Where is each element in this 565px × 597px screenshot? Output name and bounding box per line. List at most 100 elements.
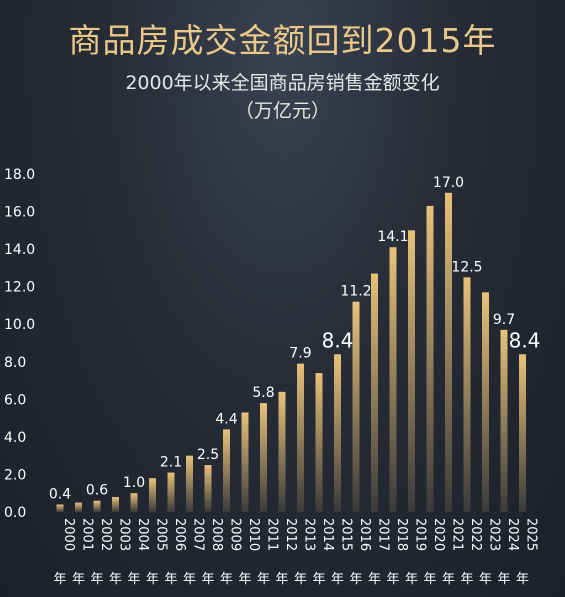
bar-2013	[297, 363, 304, 512]
x-tick-suffix: 年	[386, 572, 399, 587]
y-tick-label: 8.0	[4, 355, 26, 371]
bar-2019	[408, 230, 415, 513]
x-tick-label-2011: 2011	[265, 518, 280, 551]
x-tick-label-2001: 2001	[80, 518, 95, 551]
bar-2022	[463, 277, 471, 512]
data-label-2008: 2.5	[197, 447, 219, 463]
bar-2014	[315, 373, 323, 512]
x-tick-suffix: 年	[201, 572, 214, 587]
data-label-2025: 8.4	[509, 328, 541, 352]
data-label-2015: 8.4	[322, 328, 354, 352]
data-label-2009: 4.4	[215, 411, 237, 427]
x-tick-label-2024: 2024	[505, 518, 520, 551]
bar-2024	[500, 329, 508, 512]
data-label-2021: 17.0	[433, 175, 464, 191]
x-tick-label-2004: 2004	[135, 518, 150, 551]
x-tick-suffix: 年	[275, 572, 288, 587]
bar-2001	[75, 502, 82, 512]
x-tick-suffix: 年	[183, 572, 196, 587]
data-labels: 0.4 0.6 1.0 2.1 2.5 4.4 5.8 7.9 8.4 11.2 14.1 17.0 1…	[49, 175, 541, 503]
x-tick-suffix: 年	[220, 572, 233, 587]
bar-2011	[260, 403, 267, 512]
x-tick-label-2014: 2014	[320, 518, 335, 551]
x-tick-suffix: 年	[72, 572, 85, 587]
x-tick-label-2025: 2025	[524, 518, 539, 551]
bar-2021	[445, 192, 452, 512]
x-tick-suffix: 年	[294, 572, 307, 587]
x-tick-label-2003: 2003	[117, 518, 132, 551]
x-tick-suffix: 年	[442, 572, 455, 587]
y-tick-label: 4.0	[4, 430, 26, 446]
bar-2020	[426, 205, 434, 512]
x-tick-suffix: 年	[368, 572, 381, 587]
x-tick-suffix: 年	[164, 572, 177, 587]
bar-2007	[186, 455, 193, 512]
chart-title: 商品房成交金额回到2015年	[68, 21, 497, 60]
x-tick-suffix: 年	[257, 572, 270, 587]
bar-2016	[352, 301, 360, 512]
data-label-2000: 0.4	[49, 486, 71, 502]
y-tick-label: 6.0	[4, 392, 26, 408]
data-label-2011: 5.8	[252, 385, 274, 401]
bar-2023	[482, 292, 489, 512]
x-tick-label-2023: 2023	[487, 518, 502, 551]
bar-2004	[130, 493, 138, 512]
bar-2006	[167, 472, 175, 512]
bar-2012	[278, 391, 286, 512]
x-tick-label-2019: 2019	[413, 518, 428, 551]
y-axis: 0.0 2.0 4.0 6.0 8.0 10.0 12.0 14.0 16.0 18.0	[4, 167, 35, 521]
x-axis: 2000 年 2001 年 2002 年 2003 年 2004 年 2005 年 2006 年 2007 年…	[53, 518, 538, 587]
x-tick-label-2016: 2016	[357, 518, 372, 551]
x-tick-suffix: 年	[423, 572, 436, 587]
chart-subtitle: 2000年以来全国商品房销售金额变化	[125, 72, 440, 94]
bar-2009	[223, 429, 230, 512]
y-tick-label: 12.0	[4, 280, 35, 296]
x-tick-label-2013: 2013	[302, 518, 317, 551]
x-tick-suffix: 年	[109, 572, 122, 587]
bar-2008	[204, 465, 212, 512]
x-tick-suffix: 年	[53, 572, 66, 587]
bar-2000	[56, 504, 64, 512]
data-label-2002: 0.6	[86, 483, 108, 499]
x-tick-label-2022: 2022	[468, 518, 483, 551]
bar-2002	[93, 500, 101, 512]
unit-label: （万亿元）	[234, 100, 330, 122]
x-tick-suffix: 年	[497, 572, 510, 587]
x-tick-label-2012: 2012	[283, 518, 298, 551]
x-tick-label-2007: 2007	[191, 518, 206, 551]
data-label-2016: 11.2	[340, 284, 371, 300]
data-label-2022: 12.5	[451, 259, 482, 275]
x-tick-label-2020: 2020	[431, 518, 446, 551]
x-tick-label-2000: 2000	[61, 518, 76, 551]
bar-2015	[334, 354, 341, 512]
x-tick-suffix: 年	[460, 572, 473, 587]
bar-2005	[149, 478, 156, 512]
data-label-2004: 1.0	[123, 475, 145, 491]
y-tick-label: 10.0	[4, 317, 35, 333]
data-label-2013: 7.9	[289, 346, 311, 362]
bar-2017	[371, 273, 378, 512]
x-tick-suffix: 年	[90, 572, 103, 587]
x-tick-suffix: 年	[516, 572, 529, 587]
bars	[56, 192, 526, 513]
x-tick-label-2005: 2005	[154, 518, 169, 551]
bar-2025	[519, 354, 526, 512]
data-label-2024: 9.7	[493, 312, 515, 328]
x-tick-suffix: 年	[238, 572, 251, 587]
bar-2003	[112, 496, 119, 512]
x-tick-suffix: 年	[146, 572, 159, 587]
x-tick-label-2017: 2017	[376, 518, 391, 551]
data-label-2018: 14.1	[377, 229, 408, 245]
y-tick-label: 16.0	[4, 205, 35, 221]
x-tick-label-2018: 2018	[394, 518, 409, 551]
y-tick-label: 0.0	[4, 505, 26, 521]
bar-2018	[389, 247, 397, 512]
x-tick-label-2021: 2021	[450, 518, 465, 551]
data-label-2006: 2.1	[160, 455, 182, 471]
x-tick-label-2015: 2015	[339, 518, 354, 551]
bar-2010	[241, 412, 249, 512]
x-tick-label-2008: 2008	[209, 518, 224, 551]
x-tick-label-2006: 2006	[172, 518, 187, 551]
y-tick-label: 14.0	[4, 242, 35, 258]
